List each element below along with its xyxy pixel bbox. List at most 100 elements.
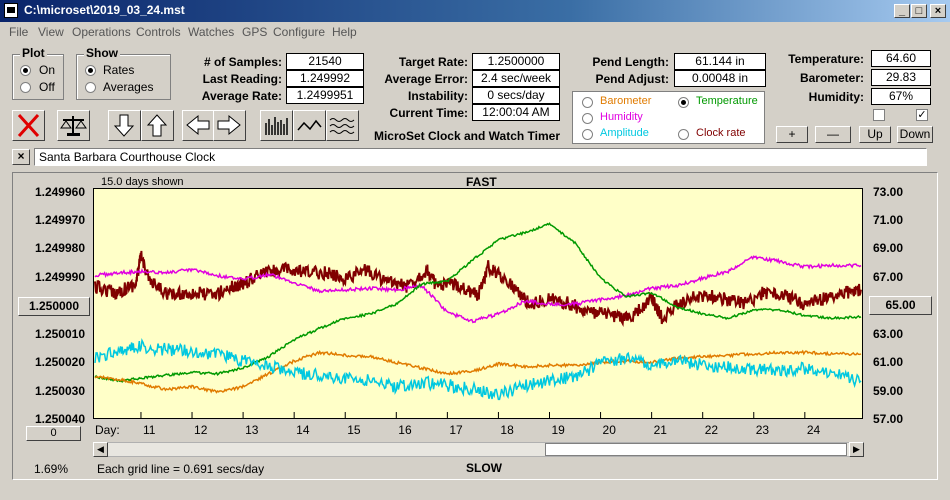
right-tick-7: 59.00 [873,384,904,398]
scale-minus-button[interactable]: — [815,126,851,143]
arrow-right-icon [217,114,241,136]
average-rate-label: Average Rate: [201,89,282,103]
barometer-radio[interactable] [582,97,593,108]
app-icon [4,3,18,18]
clock-rate-radio[interactable] [678,129,689,140]
last-reading-label: Last Reading: [202,72,282,86]
menu-help[interactable]: Help [332,25,357,39]
scale-up-button[interactable]: Up [859,126,891,143]
right-tick-1: 71.00 [873,213,904,227]
close-clock-button[interactable]: × [12,149,30,165]
days-shown-label: 15.0 days shown [101,176,184,188]
move-down-button[interactable] [108,110,141,141]
pend-length-label: Pend Length: [592,55,669,69]
clock-name-field[interactable]: Santa Barbara Courthouse Clock [34,148,927,166]
red-x-icon [17,113,40,138]
x-tick-label-12: 12 [194,423,208,437]
minimize-button[interactable]: _ [894,4,910,18]
scroll-left-arrow[interactable]: ◀ [93,442,108,457]
temperature-value: 64.60 [871,50,931,67]
humidity-radio[interactable] [582,113,593,124]
clear-button[interactable] [12,110,45,141]
x-tick-label-21: 21 [653,423,667,437]
temperature-radio[interactable] [678,97,689,108]
close-window-button[interactable]: × [930,4,946,18]
slow-label: SLOW [466,461,502,475]
scrollbar-thumb[interactable] [545,443,847,456]
menu-configure[interactable]: Configure [273,25,326,39]
left-tick-5: 1.250010 [34,327,85,341]
scale-down-button[interactable]: Down [897,126,933,143]
amplitude-radio[interactable] [582,129,593,140]
right-tick-8: 57.00 [873,412,904,426]
scroll-right-arrow[interactable]: ▶ [849,442,864,457]
x-tick-label-19: 19 [551,423,565,437]
right-tick-5: 63.00 [873,327,904,341]
instability-label: Instability: [407,89,468,103]
line-view-button[interactable] [293,110,326,141]
plot-on-radio[interactable] [20,65,31,76]
scroll-right-button[interactable] [213,110,246,141]
instability-value: 0 secs/day [472,87,560,104]
bar-graph-icon [265,117,288,135]
grid-note: Each grid line = 0.691 secs/day [97,462,265,476]
show-averages-radio[interactable] [85,82,96,93]
scale-plus-button[interactable]: + [776,126,808,143]
menu-watches[interactable]: Watches [188,25,235,39]
x-tick-label-13: 13 [245,423,259,437]
left-tick-2: 1.249980 [34,241,85,255]
maximize-button[interactable]: □ [911,4,927,18]
menu-view[interactable]: View [38,25,64,39]
menu-operations[interactable]: Operations [72,25,131,39]
wave-view-button[interactable] [326,110,359,141]
show-rates-radio[interactable] [85,65,96,76]
show-group-label: Show [84,46,120,60]
series-line-temperature [94,222,862,383]
arrow-left-icon [186,114,210,136]
clock-rate-option-label: Clock rate [696,127,746,139]
series-line-clock-rate [94,250,862,328]
average-rate-value: 1.2499951 [286,87,364,104]
samples-label: # of Samples: [203,55,282,69]
left-tick-1: 1.249970 [34,213,85,227]
menu-gps[interactable]: GPS [242,25,268,39]
x-tick-label-14: 14 [296,423,310,437]
series-line-humidity [94,255,862,324]
temperature-option-label: Temperature [696,95,758,107]
series-line-amplitude [94,338,862,401]
left-tick-7: 1.250030 [34,384,85,398]
menu-file[interactable]: File [9,25,29,39]
move-up-button[interactable] [141,110,174,141]
pend-adjust-value: 0.00048 in [674,70,766,87]
right-tick-0: 73.00 [873,185,904,199]
zero-button[interactable]: 0 [26,426,81,441]
target-rate-value: 1.2500000 [472,53,560,70]
last-reading-value: 1.249992 [286,70,364,87]
day-label: Day: [95,423,120,437]
right-tick-3: 67.00 [873,270,904,284]
plot-off-label: Off [39,80,55,94]
x-tick-label-17: 17 [449,423,463,437]
bar-view-button[interactable] [260,110,293,141]
right-center-button[interactable]: 65.00 [869,296,932,315]
amplitude-option-label: Amplitude [600,127,649,139]
environment-checkbox-1[interactable] [873,109,885,121]
show-averages-label: Averages [103,80,154,94]
scroll-left-button[interactable] [182,110,215,141]
humidity-label: Humidity: [808,90,864,104]
average-error-value: 2.4 sec/week [472,70,560,87]
humidity-option-label: Humidity [600,111,643,123]
environment-checkbox-2[interactable]: ✓ [916,109,928,121]
left-center-button[interactable]: 1.250000 [18,297,90,316]
balance-button[interactable] [57,110,90,141]
arrow-down-icon [113,114,135,137]
temperature-label: Temperature: [788,52,864,66]
menu-controls[interactable]: Controls [136,25,181,39]
x-tick-label-23: 23 [755,423,770,437]
x-tick-label-18: 18 [500,423,514,437]
plot-off-radio[interactable] [20,82,31,93]
wave-lines-icon [329,118,355,134]
plot-on-label: On [39,63,56,77]
barometer-value: 29.83 [871,69,931,86]
barometer-label: Barometer: [799,71,864,85]
